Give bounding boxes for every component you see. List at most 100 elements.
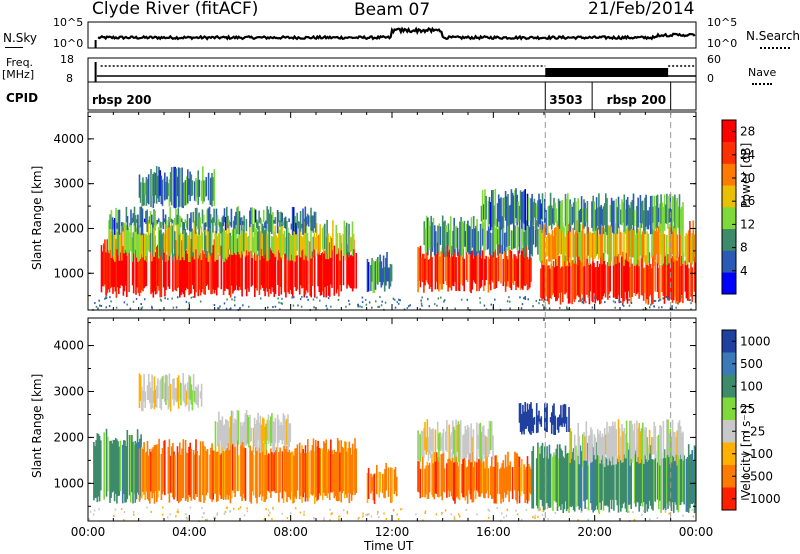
heatmap-cell	[526, 456, 529, 504]
heatmap-cell	[160, 229, 162, 251]
heatmap-cell	[591, 429, 593, 462]
cpid-label: CPID	[6, 91, 39, 105]
heatmap-cell	[613, 444, 615, 511]
heatmap-cell	[455, 419, 457, 457]
heatmap-cell	[547, 225, 549, 256]
speckle	[446, 306, 448, 309]
heatmap-cell	[419, 468, 422, 499]
speckle	[435, 513, 438, 516]
heatmap-cell	[209, 220, 212, 256]
heatmap-cell	[252, 223, 255, 233]
heatmap-cell	[161, 448, 164, 495]
speckle	[186, 517, 188, 520]
heatmap-cell	[167, 183, 170, 196]
heatmap-cell	[562, 404, 565, 424]
speckle	[668, 512, 670, 515]
heatmap-cell	[529, 250, 531, 288]
heatmap-cell	[435, 452, 438, 494]
heatmap-cell	[679, 222, 682, 266]
heatmap-cell	[623, 442, 626, 503]
speckle	[272, 508, 274, 511]
heatmap-cell	[98, 435, 101, 502]
heatmap-cell	[378, 262, 380, 282]
heatmap-cell	[133, 224, 136, 254]
heatmap-cell	[526, 256, 529, 291]
heatmap-cell	[459, 221, 461, 256]
x-tick-label: 04:00	[172, 525, 207, 539]
heatmap-cell	[588, 258, 591, 305]
heatmap-cell	[343, 220, 346, 256]
heatmap-cell	[565, 264, 568, 293]
heatmap-cell	[509, 250, 512, 288]
heatmap-cell	[170, 167, 173, 206]
heatmap-cell	[304, 222, 307, 255]
heatmap-cell	[423, 253, 425, 293]
heatmap-cell	[331, 237, 333, 288]
heatmap-cell	[631, 229, 633, 258]
heatmap-cell	[526, 216, 529, 245]
heatmap-cell	[425, 215, 428, 253]
heatmap-cell	[295, 255, 298, 291]
heatmap-cell	[481, 250, 484, 280]
heatmap-cell	[241, 217, 243, 231]
heatmap-cell	[191, 228, 193, 257]
colorbar-frame	[721, 329, 737, 511]
heatmap-cell	[488, 197, 491, 224]
heatmap-cell	[532, 446, 535, 509]
heatmap-cell	[461, 221, 464, 257]
heatmap-cell	[676, 459, 679, 511]
heatmap-cell	[227, 421, 229, 443]
heatmap-cell	[260, 232, 263, 249]
heatmap-cell	[242, 221, 244, 225]
heatmap-cell	[151, 233, 153, 262]
x-tick-label: 08:00	[273, 525, 308, 539]
heatmap-cell	[438, 456, 440, 498]
heatmap-cell	[283, 230, 286, 254]
heatmap-cell	[690, 453, 692, 504]
heatmap-cell	[385, 462, 388, 491]
heatmap-cell	[590, 233, 593, 258]
speckle	[566, 307, 568, 310]
heatmap-cell	[195, 178, 197, 202]
heatmap-cell	[210, 246, 212, 295]
heatmap-cell	[677, 422, 680, 456]
heatmap-cell	[541, 259, 543, 301]
heatmap-cell	[133, 206, 136, 226]
speckle	[648, 306, 651, 309]
heatmap-cell	[656, 231, 659, 264]
heatmap-cell	[616, 224, 618, 256]
speckle	[329, 508, 331, 511]
heatmap-cell	[289, 234, 292, 261]
heatmap-cell	[455, 225, 458, 248]
heatmap-cell	[662, 421, 665, 459]
heatmap-cell	[139, 206, 142, 228]
heatmap-cell	[272, 454, 275, 491]
heatmap-cell	[581, 252, 584, 295]
heatmap-cell	[524, 247, 527, 287]
heatmap-cell	[150, 451, 152, 492]
heatmap-cell	[126, 430, 129, 500]
heatmap-cell	[118, 249, 120, 294]
speckle	[327, 297, 330, 300]
heatmap-cell	[194, 454, 196, 500]
speckle	[329, 519, 331, 522]
speckle	[427, 298, 429, 301]
heatmap-cell	[531, 193, 533, 222]
heatmap-cell	[678, 194, 681, 230]
heatmap-cell	[117, 210, 120, 225]
heatmap-cell	[631, 199, 634, 225]
heatmap-cell	[641, 231, 644, 255]
heatmap-cell	[500, 467, 502, 504]
heatmap-cell	[431, 429, 433, 451]
heatmap-cell	[114, 247, 117, 292]
heatmap-cell	[686, 253, 689, 301]
heatmap-cell	[490, 232, 492, 254]
speckle	[666, 295, 668, 298]
heatmap-cell	[481, 455, 484, 493]
heatmap-cell	[614, 421, 616, 457]
speckle	[524, 298, 527, 301]
heatmap-cell	[620, 436, 622, 461]
speckle	[213, 304, 216, 307]
heatmap-cell	[288, 232, 290, 261]
